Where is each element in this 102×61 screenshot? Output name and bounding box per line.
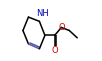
- Text: NH: NH: [36, 9, 49, 18]
- Text: O: O: [51, 46, 58, 55]
- Text: O: O: [58, 23, 65, 32]
